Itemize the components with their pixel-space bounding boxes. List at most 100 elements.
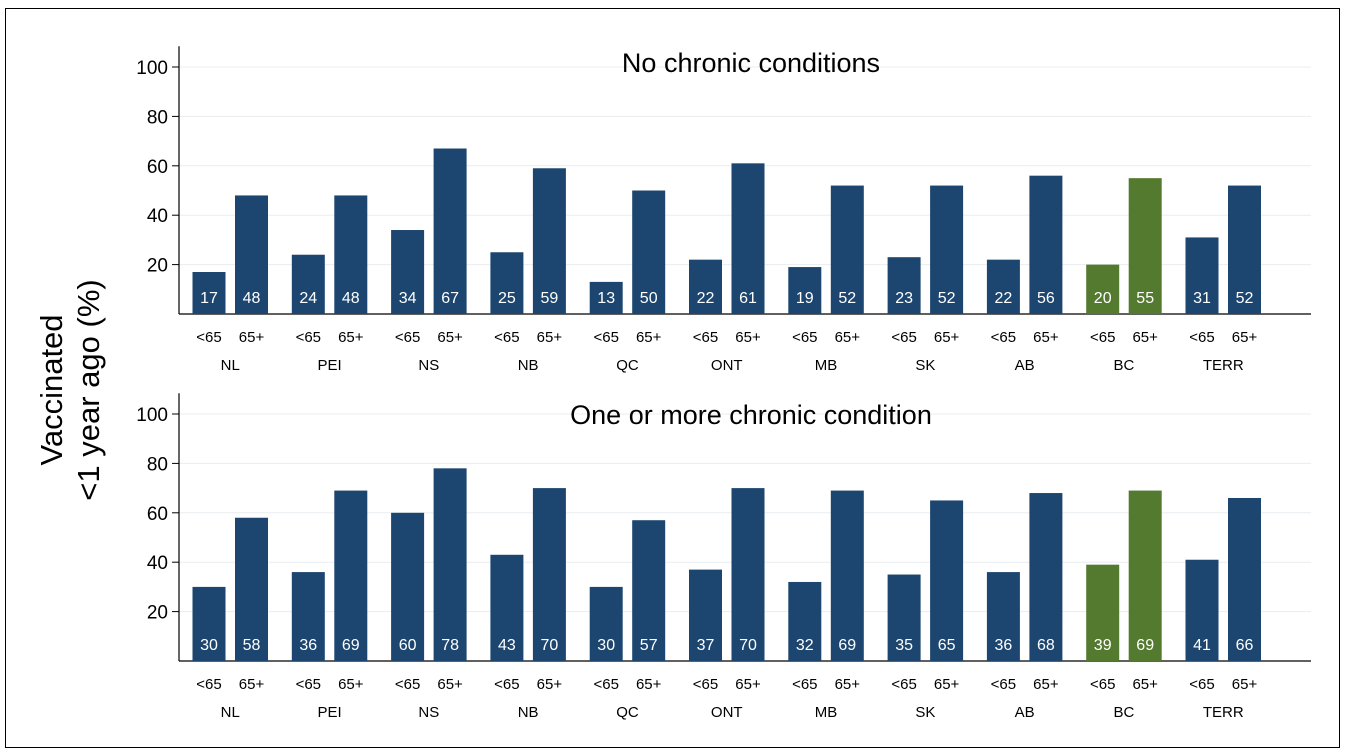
age-group-label: 65+ <box>835 329 861 346</box>
age-group-label: 65+ <box>1232 329 1258 346</box>
age-group-label: 65+ <box>338 676 364 693</box>
bar-value-label: 52 <box>938 290 956 307</box>
y-tick-label: 80 <box>147 454 168 475</box>
bar <box>334 195 368 314</box>
panel-title: One or more chronic condition <box>570 400 932 430</box>
bar <box>632 520 666 661</box>
bar-value-label: 22 <box>995 290 1013 307</box>
bar <box>192 586 226 661</box>
age-group-label: 65+ <box>437 676 463 693</box>
age-group-label: 65+ <box>636 329 662 346</box>
age-group-label: 65+ <box>835 676 861 693</box>
bar <box>589 281 623 314</box>
bar-value-label: 48 <box>342 290 360 307</box>
bar <box>532 168 566 314</box>
bar-value-label: 17 <box>200 290 218 307</box>
bar-value-label: 69 <box>1136 637 1154 654</box>
age-group-label: 65+ <box>437 329 463 346</box>
age-group-label: 65+ <box>537 329 563 346</box>
age-group-label: 65+ <box>537 676 563 693</box>
bar <box>391 230 425 314</box>
province-label: QC <box>616 704 639 721</box>
bar <box>1228 185 1261 314</box>
bar <box>986 572 1020 661</box>
panel-no-chronic-conditions: 20 40 60 80 100 No chronic conditions 17 <65 48 6… <box>136 46 1311 374</box>
province-label: SK <box>915 704 935 721</box>
bar-value-label: 41 <box>1193 637 1211 654</box>
bar-value-label: 43 <box>498 637 516 654</box>
bar <box>930 500 964 661</box>
bar-value-label: 30 <box>200 637 218 654</box>
province-label: BC <box>1114 357 1135 374</box>
bar <box>1185 559 1219 661</box>
age-group-label: <65 <box>395 329 420 346</box>
province-label: NB <box>518 357 539 374</box>
bar-value-label: 30 <box>597 637 615 654</box>
age-group-label: <65 <box>494 676 519 693</box>
province-label: NS <box>418 357 439 374</box>
bar <box>1228 497 1261 661</box>
bar-value-label: 65 <box>938 637 956 654</box>
province-label: ONT <box>711 704 743 721</box>
bar <box>788 581 822 661</box>
age-group-label: 65+ <box>1132 676 1158 693</box>
age-group-label: 65+ <box>1033 676 1059 693</box>
bar <box>887 574 921 661</box>
province-label: BC <box>1114 704 1135 721</box>
bar-value-label: 55 <box>1136 290 1154 307</box>
bar <box>490 554 524 661</box>
bar <box>334 490 368 661</box>
bar <box>433 148 467 314</box>
bar <box>1128 178 1162 314</box>
bar <box>192 272 226 314</box>
y-tick-label: 20 <box>147 603 168 624</box>
bar-value-label: 22 <box>697 290 715 307</box>
province-label: AB <box>1015 704 1035 721</box>
bar-value-label: 24 <box>299 290 317 307</box>
bar <box>235 195 268 314</box>
bar-value-label: 61 <box>739 290 757 307</box>
age-group-label: 65+ <box>1132 329 1158 346</box>
age-group-label: 65+ <box>934 676 960 693</box>
bar <box>1086 564 1120 661</box>
bar-value-label: 70 <box>739 637 757 654</box>
bar <box>589 586 623 661</box>
bar-value-label: 56 <box>1037 290 1055 307</box>
panel-one-or-more-chronic-condition: 20 40 60 80 100 One or more chronic condition… <box>136 393 1311 721</box>
bar <box>532 488 566 661</box>
bar-value-label: 58 <box>243 637 261 654</box>
province-label: PEI <box>317 357 341 374</box>
age-group-label: <65 <box>1090 329 1115 346</box>
bar-value-label: 69 <box>342 637 360 654</box>
bar-value-label: 13 <box>597 290 615 307</box>
bar-value-label: 48 <box>243 290 261 307</box>
age-group-label: <65 <box>593 676 618 693</box>
bar-value-label: 50 <box>640 290 658 307</box>
age-group-label: 65+ <box>1232 676 1258 693</box>
bar <box>1185 237 1219 314</box>
bar-value-label: 36 <box>995 637 1013 654</box>
age-group-label: <65 <box>395 676 420 693</box>
age-group-label: <65 <box>891 676 916 693</box>
bar <box>291 572 325 661</box>
bar <box>986 259 1020 314</box>
bar-value-label: 35 <box>895 637 913 654</box>
bar-value-label: 66 <box>1236 637 1254 654</box>
bar <box>235 517 268 661</box>
bar <box>1128 490 1162 661</box>
province-label: MB <box>815 704 838 721</box>
bar <box>788 267 822 314</box>
age-group-label: <65 <box>296 676 321 693</box>
bar-value-label: 52 <box>1236 290 1254 307</box>
bar-value-label: 78 <box>441 637 459 654</box>
bar <box>1029 493 1063 661</box>
province-label: TERR <box>1203 357 1244 374</box>
province-label: NS <box>418 704 439 721</box>
bar <box>689 259 722 314</box>
age-group-label: <65 <box>593 329 618 346</box>
bar <box>490 252 524 314</box>
province-label: NB <box>518 704 539 721</box>
bar-value-label: 37 <box>697 637 715 654</box>
age-group-label: <65 <box>1189 329 1214 346</box>
bar-value-label: 34 <box>399 290 417 307</box>
